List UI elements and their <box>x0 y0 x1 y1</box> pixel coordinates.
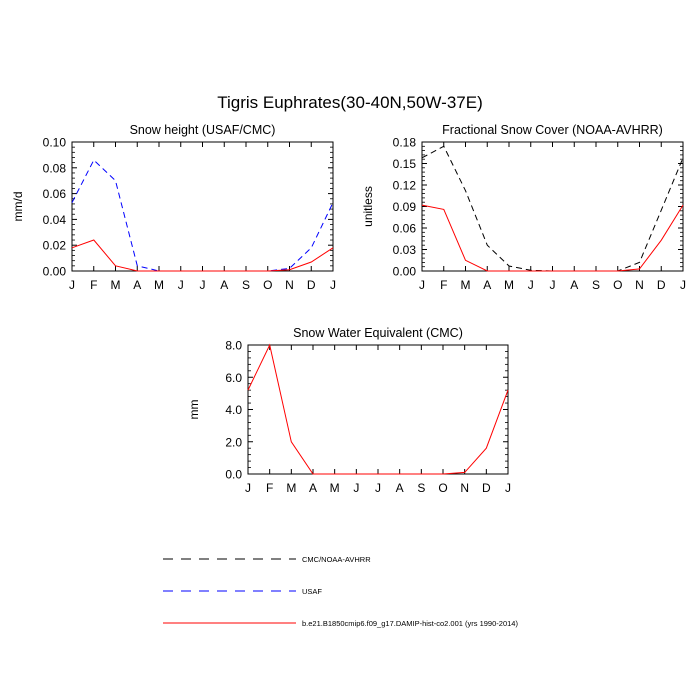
y-tick-label: 0.10 <box>43 136 67 150</box>
x-tick-label: J <box>69 278 75 292</box>
chart-panel-2: Fractional Snow Cover (NOAA-AVHRR) unitle… <box>361 123 686 292</box>
y-tick-label: 0.08 <box>43 161 67 175</box>
x-tick-label: M <box>330 481 340 495</box>
plot-frame <box>247 344 509 475</box>
series-line-b <box>247 343 509 475</box>
x-tick-label: J <box>245 481 251 495</box>
x-tick-label: J <box>353 481 359 495</box>
x-tick-label: J <box>680 278 686 292</box>
legend-label: CMC/NOAA-AVHRR <box>302 555 371 564</box>
x-tick-label: A <box>309 481 317 495</box>
x-tick-label: J <box>375 481 381 495</box>
plot-frame <box>421 141 684 272</box>
x-tick-label: J <box>528 278 534 292</box>
y-tick-label: 0.09 <box>393 200 417 214</box>
x-tick-label: S <box>592 278 600 292</box>
panels: Snow height (USAF/CMC) mm/d 0.00 0.02 0.04 0.… <box>11 123 686 495</box>
x-tick-label: N <box>460 481 469 495</box>
chart-title: Snow height (USAF/CMC) <box>130 123 276 137</box>
x-tick-label: S <box>417 481 425 495</box>
y-tick-label: 0.03 <box>393 243 417 257</box>
y-tick-label: 8.0 <box>225 339 242 353</box>
y-tick-label: 6.0 <box>225 371 242 385</box>
y-tick-label: 0.0 <box>225 468 242 482</box>
y-axis-label: unitless <box>361 186 375 227</box>
y-tick-label: 2.0 <box>225 435 242 449</box>
x-tick-label: J <box>550 278 556 292</box>
legend-label: USAF <box>302 587 322 596</box>
y-tick-label: 0.12 <box>393 179 417 193</box>
x-tick-label: F <box>440 278 447 292</box>
x-tick-label: M <box>111 278 121 292</box>
series-line-b <box>71 239 334 272</box>
x-tick-label: A <box>220 278 228 292</box>
legend: CMC/NOAA-AVHRR USAF b.e21.B1850cmip6.f09_g… <box>163 555 518 628</box>
x-tick-label: O <box>613 278 622 292</box>
x-tick-label: M <box>504 278 514 292</box>
x-tick-label: O <box>263 278 272 292</box>
x-tick-label: J <box>178 278 184 292</box>
x-tick-label: A <box>396 481 404 495</box>
series-line-b <box>421 204 684 272</box>
y-tick-label: 0.06 <box>393 222 417 236</box>
figure-title: Tigris Euphrates(30-40N,50W-37E) <box>217 93 483 112</box>
x-tick-label: J <box>419 278 425 292</box>
x-tick-label: A <box>483 278 491 292</box>
series-line-cmc <box>421 145 684 272</box>
x-tick-label: M <box>286 481 296 495</box>
chart-panel-1: Snow height (USAF/CMC) mm/d 0.00 0.02 0.04 0.… <box>11 123 336 292</box>
x-tick-label: F <box>266 481 273 495</box>
y-tick-label: 0.04 <box>43 213 67 227</box>
y-tick-label: 0.02 <box>43 239 67 253</box>
x-tick-label: N <box>285 278 294 292</box>
x-tick-label: F <box>90 278 97 292</box>
y-tick-label: 0.15 <box>393 157 417 171</box>
x-tick-label: J <box>330 278 336 292</box>
x-tick-label: S <box>242 278 250 292</box>
y-tick-label: 0.06 <box>43 187 67 201</box>
x-tick-label: O <box>438 481 447 495</box>
chart-title: Snow Water Equivalent (CMC) <box>293 326 463 340</box>
x-tick-label: M <box>154 278 164 292</box>
chart-panel-3: Snow Water Equivalent (CMC) mm 0.0 2.0 4.0 6.… <box>187 326 511 495</box>
y-tick-label: 0.00 <box>393 265 417 279</box>
legend-label: b.e21.B1850cmip6.f09_g17.DAMIP-hist-co2.… <box>302 619 518 628</box>
x-tick-label: A <box>570 278 578 292</box>
x-tick-label: M <box>461 278 471 292</box>
x-tick-label: D <box>657 278 666 292</box>
x-tick-label: D <box>307 278 316 292</box>
plot-frame <box>71 141 334 272</box>
x-tick-label: N <box>635 278 644 292</box>
x-tick-label: J <box>505 481 511 495</box>
y-tick-label: 0.00 <box>43 265 67 279</box>
x-tick-label: A <box>133 278 141 292</box>
y-axis-label: mm/d <box>11 192 25 222</box>
x-tick-label: D <box>482 481 491 495</box>
series-line-usaf <box>71 159 334 272</box>
y-axis-label: mm <box>187 400 201 420</box>
chart-title: Fractional Snow Cover (NOAA-AVHRR) <box>442 123 663 137</box>
y-tick-label: 0.18 <box>393 136 417 150</box>
x-tick-label: J <box>200 278 206 292</box>
y-tick-label: 4.0 <box>225 403 242 417</box>
